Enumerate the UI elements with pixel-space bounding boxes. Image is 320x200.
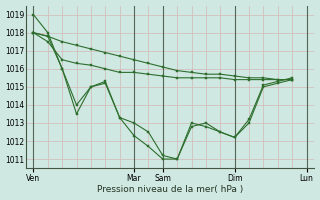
X-axis label: Pression niveau de la mer( hPa ): Pression niveau de la mer( hPa )	[97, 185, 243, 194]
